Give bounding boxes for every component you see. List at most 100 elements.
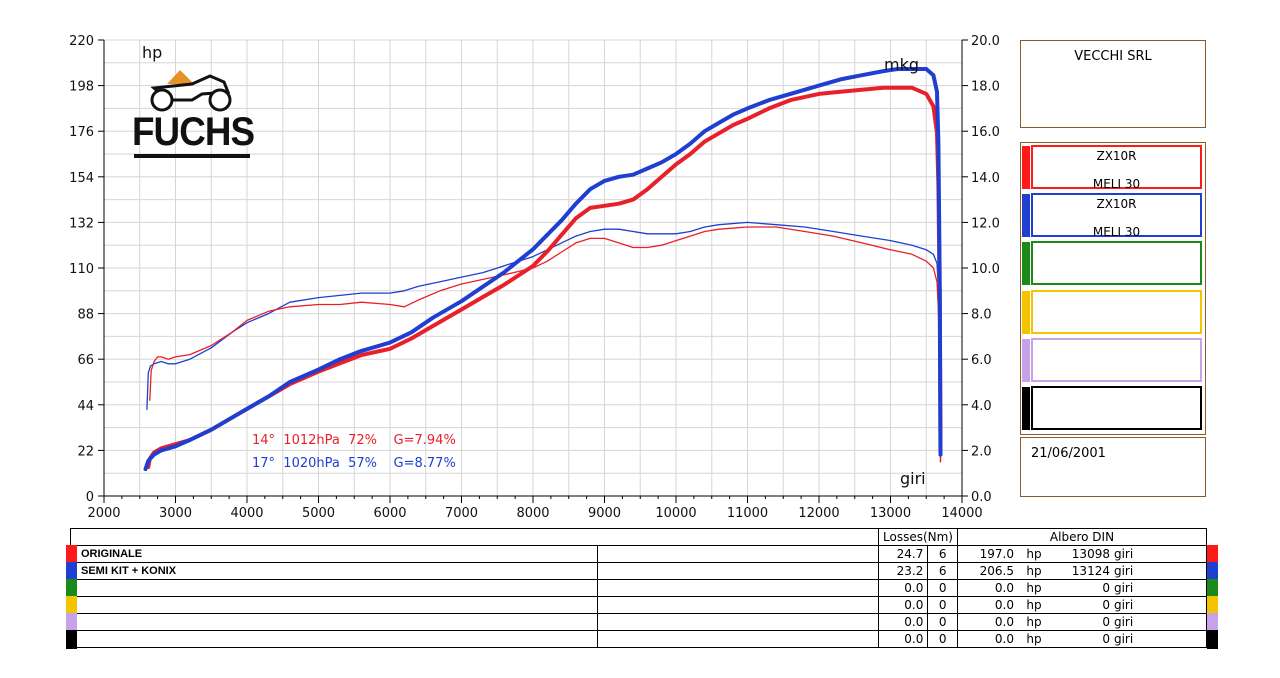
x-tick-label: 4000 xyxy=(230,506,263,520)
x-tick-label: 6000 xyxy=(373,506,406,520)
y-right-tick-label: 4.0 xyxy=(971,399,992,414)
legend-color-swatch xyxy=(1022,387,1030,430)
company-name: VECCHI SRL xyxy=(1074,49,1152,64)
company-box: VECCHI SRL xyxy=(1020,40,1206,128)
rpm-unit: giri xyxy=(1113,598,1134,612)
y-right-tick-label: 6.0 xyxy=(971,353,992,368)
notes-cell xyxy=(597,596,879,614)
peak-rpm: 0 xyxy=(1102,598,1110,612)
loss-value: 0.0 xyxy=(877,579,929,597)
albero-cell: 0.0 hp 0 giri xyxy=(956,630,1218,649)
albero-cell: 0.0 hp 0 giri xyxy=(956,579,1218,598)
row-color-swatch-right xyxy=(1207,596,1218,615)
hp-unit: hp xyxy=(1026,564,1042,578)
legend-slot: ZX10R MELI 30 xyxy=(1022,144,1203,191)
legend-line-1: ZX10R xyxy=(1096,197,1137,212)
peak-rpm: 13124 xyxy=(1071,564,1110,578)
x-tick-label: 3000 xyxy=(159,506,192,520)
row-color-swatch-right xyxy=(1207,562,1218,581)
loss-secondary: 0 xyxy=(927,630,958,648)
hp-unit: hp xyxy=(1026,598,1042,612)
legend-line-2: MELI 30 xyxy=(1092,177,1141,191)
legend-color-swatch xyxy=(1022,338,1030,382)
legend-slot xyxy=(1022,240,1203,286)
peak-hp: 0.0 xyxy=(994,615,1014,629)
chart-series xyxy=(143,67,943,472)
results-table: Losses(Nm) Albero DIN ORIGINALE 24.7 6 197.… xyxy=(66,528,1218,649)
legend-line-2: MELI 30 xyxy=(1092,225,1141,240)
date-box: 21/06/2001 xyxy=(1020,437,1206,497)
peak-hp: 0.0 xyxy=(994,632,1014,646)
y-left-tick-label: 132 xyxy=(69,216,94,231)
table-row: 0.0 0 0.0 hp 0 giri xyxy=(66,630,1218,649)
losses-header: Losses(Nm) xyxy=(878,528,958,546)
power-curve-originale xyxy=(146,85,943,469)
run-name-cell: SEMI KIT + KONIX xyxy=(66,562,598,581)
run-name-cell: ORIGINALE xyxy=(66,545,598,564)
y-left-tick-label: 88 xyxy=(77,308,94,323)
peak-rpm: 0 xyxy=(1102,581,1110,595)
y-right-tick-label: 2.0 xyxy=(971,444,992,459)
peak-rpm: 13098 xyxy=(1071,547,1110,561)
row-color-swatch xyxy=(66,613,77,632)
dyno-chart: 2000 3000 4000 5000 6000 7000 8000 9000 10000 110… xyxy=(69,34,1000,520)
y-left-tick-label: 220 xyxy=(69,34,94,49)
test-date: 21/06/2001 xyxy=(1031,446,1106,461)
loss-value: 0.0 xyxy=(877,630,929,648)
rpm-unit: giri xyxy=(1113,615,1134,629)
legend-color-swatch xyxy=(1022,242,1030,286)
legend-entry-box xyxy=(1031,289,1202,334)
loss-secondary: 0 xyxy=(927,613,958,631)
loss-secondary: 0 xyxy=(927,579,958,597)
loss-value: 0.0 xyxy=(877,613,929,631)
torque-curve-originale xyxy=(149,226,942,463)
x-axis-label: giri xyxy=(900,469,926,488)
table-header-row: Losses(Nm) Albero DIN xyxy=(70,528,1208,546)
loss-secondary: 6 xyxy=(927,545,958,563)
run-name-cell xyxy=(66,579,598,598)
row-color-swatch-right xyxy=(1207,630,1218,649)
peak-hp: 206.5 xyxy=(979,564,1014,578)
y-right-tick-label: 18.0 xyxy=(971,80,1000,95)
run-name: SEMI KIT + KONIX xyxy=(81,565,177,577)
row-color-swatch-right xyxy=(1207,613,1218,632)
x-tick-label: 14000 xyxy=(941,506,982,520)
y-left-tick-label: 44 xyxy=(77,399,94,414)
legend-entry-box xyxy=(1031,386,1202,430)
legend-slot xyxy=(1022,337,1203,383)
legend-slot xyxy=(1022,289,1203,335)
loss-value: 23.2 xyxy=(877,562,929,580)
hp-unit: hp xyxy=(1026,547,1042,561)
logo-wordmark: FUCHS xyxy=(132,110,255,154)
table-row: ORIGINALE 24.7 6 197.0 hp 13098 giri xyxy=(66,545,1218,564)
power-curve-semi-kit-konix xyxy=(143,67,943,472)
y-right-axis-label: mkg xyxy=(884,55,919,74)
y-right-tick-label: 10.0 xyxy=(971,262,1000,277)
legend-entry-box: ZX10R MELI 30 xyxy=(1031,193,1202,240)
hp-unit: hp xyxy=(1026,581,1042,595)
row-color-swatch xyxy=(66,579,77,598)
rpm-unit: giri xyxy=(1113,581,1134,595)
table-row: 0.0 0 0.0 hp 0 giri xyxy=(66,613,1218,632)
notes-cell xyxy=(597,562,879,580)
notes-cell xyxy=(597,579,879,597)
legend-entry-box: ZX10R MELI 30 xyxy=(1031,145,1202,191)
legend-slot xyxy=(1022,385,1203,431)
legend-slot: ZX10R MELI 30 xyxy=(1022,192,1203,240)
loss-secondary: 6 xyxy=(927,562,958,580)
x-tick-label: 5000 xyxy=(302,506,335,520)
legend-entry-box xyxy=(1031,241,1202,286)
x-tick-label: 12000 xyxy=(798,506,839,520)
peak-rpm: 0 xyxy=(1102,615,1110,629)
row-color-swatch-right xyxy=(1207,545,1218,564)
x-tick-label: 7000 xyxy=(445,506,478,520)
hp-unit: hp xyxy=(1026,632,1042,646)
rpm-unit: giri xyxy=(1113,564,1134,578)
y-left-axis-label: hp xyxy=(142,43,162,62)
peak-hp: 0.0 xyxy=(994,581,1014,595)
notes-cell xyxy=(597,630,879,648)
peak-hp: 197.0 xyxy=(979,547,1014,561)
y-left-tick-label: 154 xyxy=(69,171,94,186)
x-tick-label: 10000 xyxy=(655,506,696,520)
albero-cell: 0.0 hp 0 giri xyxy=(956,613,1218,632)
